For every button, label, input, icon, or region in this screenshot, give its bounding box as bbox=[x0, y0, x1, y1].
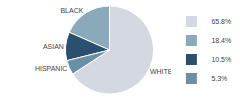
svg-text:WHITE: WHITE bbox=[150, 68, 173, 75]
svg-text:10.5%: 10.5% bbox=[211, 56, 231, 63]
svg-text:ASIAN: ASIAN bbox=[43, 43, 64, 50]
svg-text:18.4%: 18.4% bbox=[211, 37, 231, 44]
svg-text:HISPANIC: HISPANIC bbox=[35, 65, 68, 72]
svg-text:5.3%: 5.3% bbox=[211, 75, 227, 82]
svg-text:BLACK: BLACK bbox=[60, 7, 83, 14]
svg-text:65.8%: 65.8% bbox=[211, 18, 231, 25]
